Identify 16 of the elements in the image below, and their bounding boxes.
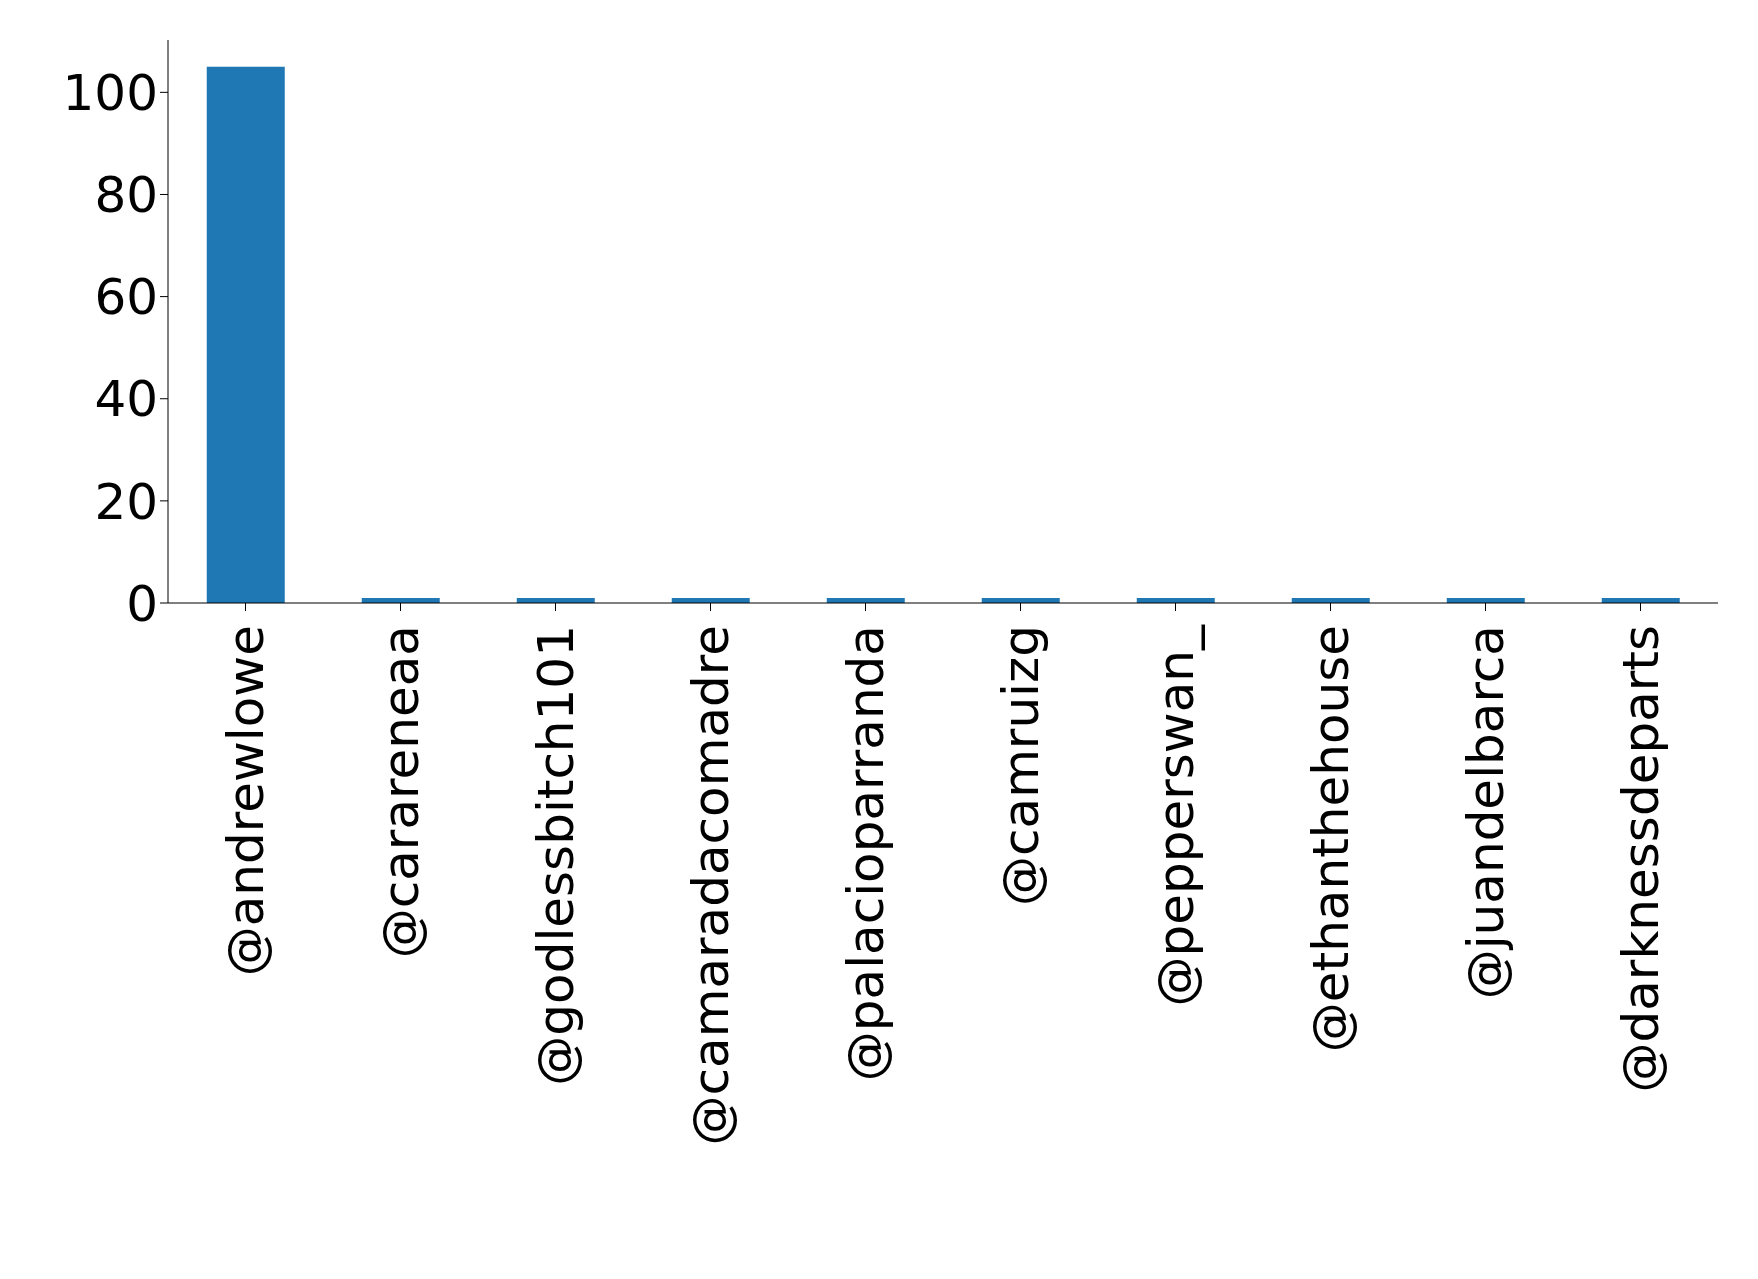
- y-tick-label: 80: [94, 166, 158, 225]
- x-tick-label: @andrewlowe: [216, 625, 275, 977]
- y-tick-label: 100: [62, 64, 158, 123]
- x-tick-label: @juandelbarca: [1456, 625, 1515, 1000]
- x-tick-label: @palacioparranda: [836, 625, 895, 1082]
- y-tick-label: 60: [94, 268, 158, 327]
- y-tick-label: 40: [94, 370, 158, 429]
- x-tick-label: @godlessbitch101: [526, 625, 585, 1086]
- x-tick-label: @ethanthehouse: [1301, 625, 1360, 1053]
- x-tick-label: @camruizg: [991, 625, 1050, 906]
- y-tick-label: 20: [94, 472, 158, 531]
- x-tick-label: @carareneaa: [371, 625, 430, 959]
- x-tick-label: @camaradacomadre: [681, 625, 740, 1146]
- x-tick-label: @pepperswan_: [1146, 624, 1205, 1007]
- x-tick-label: @darknessdeparts: [1611, 625, 1670, 1093]
- y-tick-label: 0: [126, 574, 158, 633]
